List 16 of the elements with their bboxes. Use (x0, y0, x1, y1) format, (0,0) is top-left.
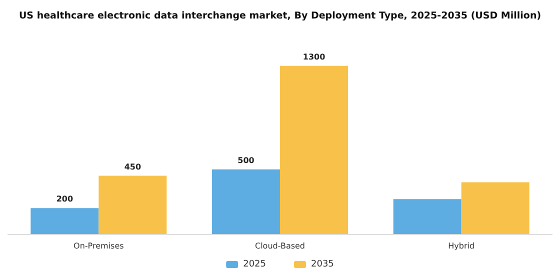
bar (30, 208, 99, 234)
data-label: 1300 (302, 52, 326, 62)
x-tick-label: On-Premises (74, 242, 124, 250)
legend-label: 2025 (243, 260, 266, 270)
chart-title: US healthcare electronic data interchange market, By Deployment Type, 2025-2035 (USD Million) (18, 10, 542, 22)
bar (461, 182, 530, 234)
data-label: 450 (124, 162, 142, 172)
data-label: 500 (238, 156, 255, 165)
bar (280, 66, 348, 234)
x-tick-label: Hybrid (448, 242, 475, 250)
data-label: 200 (56, 194, 74, 204)
x-tick-label: Cloud-Based (254, 242, 306, 250)
legend-label: 2035 (311, 260, 334, 270)
bar (98, 176, 167, 234)
bar (393, 199, 462, 234)
bar (212, 169, 280, 234)
